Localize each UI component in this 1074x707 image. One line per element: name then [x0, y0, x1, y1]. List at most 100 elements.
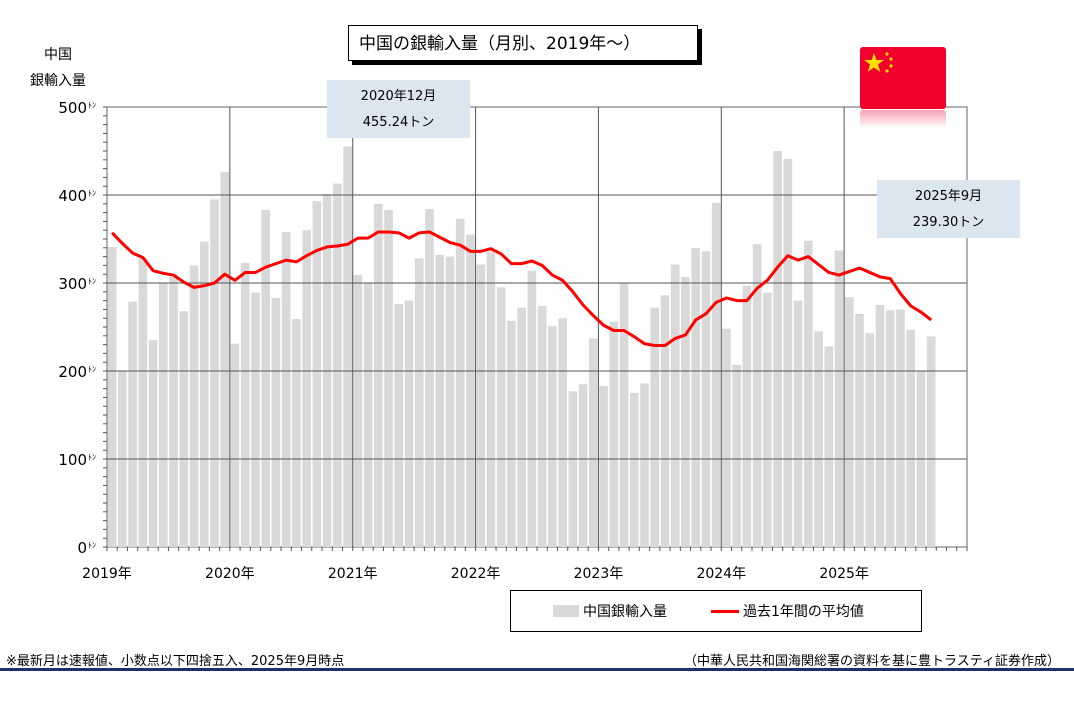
flag-reflection: [860, 110, 946, 128]
footnote-left: ※最新月は速報値、小数点以下四捨五入、2025年9月時点: [6, 654, 345, 669]
bar: [660, 295, 670, 547]
bar: [414, 258, 424, 547]
bar: [548, 326, 557, 547]
bar: [220, 172, 230, 547]
bar: [844, 297, 854, 547]
bar: [599, 385, 608, 547]
y-tick-label: 500: [58, 99, 87, 117]
legend: 中国銀輸入量 過去1年間の平均値: [510, 590, 922, 632]
bar: [240, 262, 250, 547]
x-tick-label: 2024年: [696, 566, 746, 582]
legend-bar-label: 中国銀輸入量: [583, 604, 667, 620]
bar: [302, 230, 311, 547]
china-flag-icon: [860, 47, 946, 109]
bar: [373, 203, 383, 548]
x-tick-label: 2023年: [574, 566, 624, 582]
bar: [824, 346, 834, 547]
y-axis-label: 中国 銀輸入量: [30, 47, 86, 89]
y-tick-label: 300: [58, 275, 87, 293]
bar: [292, 319, 301, 547]
bar: [394, 304, 404, 547]
plot-area: [106, 106, 968, 548]
bar: [158, 283, 168, 547]
bar: [148, 340, 158, 547]
x-tick-label: 2025年: [819, 566, 869, 582]
bar: [343, 146, 352, 547]
y-tick-unit: ﾄﾝ: [88, 365, 96, 374]
bar: [507, 320, 516, 547]
bar: [885, 310, 895, 547]
x-tick-label: 2020年: [205, 566, 255, 582]
bar: [855, 313, 864, 547]
bar: [363, 283, 373, 547]
bar: [261, 209, 271, 547]
bar: [691, 247, 701, 548]
footnote-right: （中華人民共和国海関総署の資料を基に豊トラスティ証券作成）: [684, 654, 1060, 669]
bar: [312, 201, 322, 547]
bar: [179, 311, 189, 547]
y-tick-unit: ﾄﾝ: [88, 277, 96, 286]
bar: [558, 318, 567, 547]
bar: [742, 285, 752, 547]
bar: [578, 384, 588, 547]
annotation-date: 2025年9月: [914, 189, 983, 204]
bar: [619, 283, 629, 547]
bar: [476, 264, 486, 547]
y-tick-label: 100: [58, 451, 87, 469]
bottom-rule: [0, 668, 1074, 671]
bar: [732, 364, 741, 547]
bar: [568, 391, 578, 547]
annotation-value: 239.30トン: [912, 215, 985, 230]
bar: [814, 331, 823, 547]
bar: [803, 240, 813, 547]
bar: [199, 241, 209, 547]
bar: [496, 287, 506, 547]
bar: [752, 244, 762, 547]
bar: [537, 305, 547, 547]
y-tick-label: 400: [58, 187, 87, 205]
bar: [384, 209, 393, 547]
y-tick-unit: ﾄﾝ: [88, 541, 96, 550]
bar: [926, 336, 936, 547]
bar: [107, 246, 117, 548]
y-tick-unit: ﾄﾝ: [88, 189, 96, 198]
bar: [588, 338, 598, 547]
bar: [189, 265, 199, 547]
bar: [650, 307, 660, 547]
legend-line-label: 過去1年間の平均値: [743, 604, 864, 620]
annotation-2020-12: 2020年12月 455.24トン: [327, 80, 470, 138]
x-tick-label: 2019年: [82, 566, 132, 582]
bar: [353, 275, 363, 547]
annotation-date: 2020年12月: [360, 89, 437, 104]
bar: [435, 254, 445, 547]
y-tick-label: 200: [58, 363, 87, 381]
bar: [773, 151, 782, 547]
bar: [711, 202, 721, 548]
bar: [640, 383, 649, 547]
bar: [609, 321, 619, 547]
chart-title: 中国の銀輸入量（月別、2019年～）: [348, 25, 698, 61]
bar: [466, 234, 475, 547]
bar: [527, 270, 537, 547]
bar: [404, 300, 414, 547]
y-tick-label: 0: [77, 539, 87, 557]
bar: [793, 300, 803, 547]
bar: [865, 333, 875, 547]
bar: [128, 301, 137, 547]
bar: [169, 276, 178, 547]
moving-average-line: [111, 230, 933, 347]
bar: [906, 329, 916, 547]
annotation-value: 455.24トン: [362, 115, 435, 130]
bar: [455, 218, 465, 547]
bar: [271, 297, 281, 547]
bar: [834, 250, 844, 547]
bar: [281, 231, 291, 547]
bar: [210, 199, 219, 547]
legend-line-swatch: [711, 609, 739, 613]
bar: [138, 258, 148, 547]
y-tick-unit: ﾄﾝ: [88, 101, 96, 110]
bar: [486, 251, 496, 547]
bar: [425, 209, 434, 547]
